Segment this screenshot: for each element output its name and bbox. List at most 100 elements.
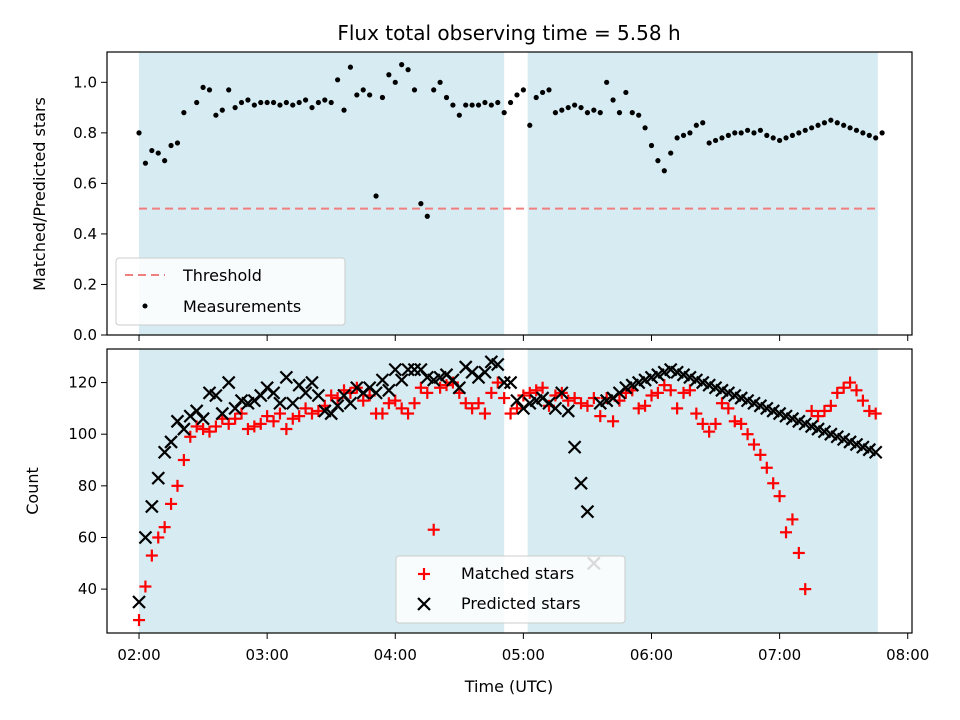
- matched-star-point: [792, 546, 805, 559]
- predicted-star-point: [548, 401, 563, 416]
- measurement-point: [712, 137, 719, 144]
- matched-star-point: [312, 404, 325, 417]
- measurement-point: [661, 168, 667, 174]
- matched-star-point: [645, 389, 658, 402]
- legend-threshold-label: Threshold: [182, 266, 262, 285]
- matched-star-point: [747, 438, 760, 451]
- measurement-point: [213, 112, 219, 118]
- y-tick-label: 120: [68, 374, 97, 392]
- measurement-point: [174, 140, 181, 146]
- matched-star-point: [824, 399, 837, 412]
- matched-star-point: [696, 417, 709, 430]
- measurement-point: [802, 127, 808, 133]
- x-tick-label: 03:00: [246, 646, 289, 664]
- predicted-star-point: [177, 422, 191, 436]
- predicted-star-point: [145, 499, 159, 514]
- measurement-point: [367, 92, 373, 98]
- matched-star-point: [357, 394, 370, 407]
- predicted-star-point: [138, 530, 153, 545]
- predicted-star-point: [157, 445, 172, 460]
- measurement-point: [373, 193, 379, 199]
- matched-star-point: [286, 412, 299, 425]
- matched-star-point: [510, 402, 523, 415]
- measurement-point: [315, 99, 321, 106]
- matched-star-point: [203, 425, 216, 438]
- x-tick-label: 05:00: [502, 646, 545, 664]
- predicted-star-point: [311, 388, 326, 403]
- measurement-point: [527, 122, 533, 128]
- measurement-point: [648, 142, 655, 149]
- matched-star-point: [414, 381, 427, 394]
- matched-star-point: [805, 404, 818, 417]
- measurement-point: [597, 110, 603, 116]
- predicted-star-point: [394, 373, 409, 387]
- predicted-star-point: [407, 362, 422, 377]
- measurement-point: [463, 102, 469, 108]
- measurement-point: [411, 87, 418, 93]
- matched-star-point: [683, 384, 696, 397]
- measurement-point: [623, 89, 629, 96]
- matched-star-point: [254, 417, 267, 430]
- matched-star-point: [703, 425, 716, 438]
- measurement-point: [853, 127, 860, 133]
- predicted-star-point: [567, 440, 582, 454]
- count-plot-frame: [106, 348, 913, 634]
- measurement-point: [533, 94, 539, 101]
- predicted-star-point: [369, 386, 383, 400]
- matched-star-point: [421, 386, 434, 399]
- measurement-point: [142, 160, 149, 166]
- legend-predicted-label: Predicted stars: [461, 594, 581, 613]
- matched-star-point: [229, 412, 242, 425]
- y-tick-label: 60: [78, 528, 97, 546]
- ratio-panel: 0.0 0.2 0.4 0.6 0.8 1.0 Matched/Predicted sta…: [30, 51, 913, 344]
- matched-star-point: [536, 381, 549, 394]
- matched-star-point: [280, 423, 293, 436]
- predicted-star-point: [382, 383, 396, 398]
- matched-star-point: [267, 415, 280, 428]
- measurement-point: [200, 84, 206, 90]
- x-tick-label: 07:00: [758, 646, 801, 664]
- y-tick-label: 0.0: [73, 326, 97, 344]
- matched-star-point: [773, 490, 786, 503]
- matched-star-point: [658, 379, 671, 392]
- matched-star-point: [651, 386, 664, 399]
- matched-star-point: [504, 407, 517, 420]
- predicted-star-point: [196, 411, 210, 426]
- matched-star-point: [735, 417, 748, 430]
- predicted-star-point: [452, 380, 467, 395]
- measurement-point: [206, 87, 213, 93]
- measurement-point: [501, 110, 507, 116]
- measurement-point: [591, 107, 597, 113]
- matched-star-point: [158, 521, 171, 534]
- matched-star-point: [209, 420, 222, 433]
- measurement-point: [347, 64, 354, 70]
- x-tick-label: 02:00: [117, 646, 160, 664]
- ratio-x-axis: [138, 335, 909, 341]
- chart-title: Flux total observing time = 5.58 h: [337, 21, 680, 45]
- measurement-point: [539, 89, 546, 96]
- legend-measurement-label: Measurements: [183, 297, 301, 316]
- measurement-point: [443, 94, 450, 101]
- measurement-point: [270, 99, 277, 106]
- measurement-point: [847, 125, 853, 131]
- legend-matched-label: Matched stars: [461, 564, 574, 583]
- predicted-star-point: [298, 386, 313, 400]
- predicted-star-point: [561, 404, 575, 418]
- measurement-point: [520, 87, 526, 93]
- y-tick-label: 80: [78, 477, 97, 495]
- measurement-point: [680, 132, 687, 138]
- measurement-point: [136, 130, 142, 136]
- measurement-point: [219, 107, 225, 113]
- count-y-axis: 40 60 80 100 120: [68, 374, 107, 598]
- ratio-plot-frame: [106, 51, 913, 336]
- matched-star-point: [427, 523, 440, 536]
- measurement-point: [757, 127, 763, 133]
- measurement-point: [879, 130, 885, 136]
- measurement-point: [674, 135, 680, 141]
- predicted-star-point: [305, 375, 319, 390]
- matched-star-point: [850, 384, 863, 397]
- measurement-point: [475, 102, 482, 108]
- matched-star-point: [197, 423, 210, 436]
- matched-star-point: [632, 402, 645, 415]
- measurement-point: [194, 99, 200, 106]
